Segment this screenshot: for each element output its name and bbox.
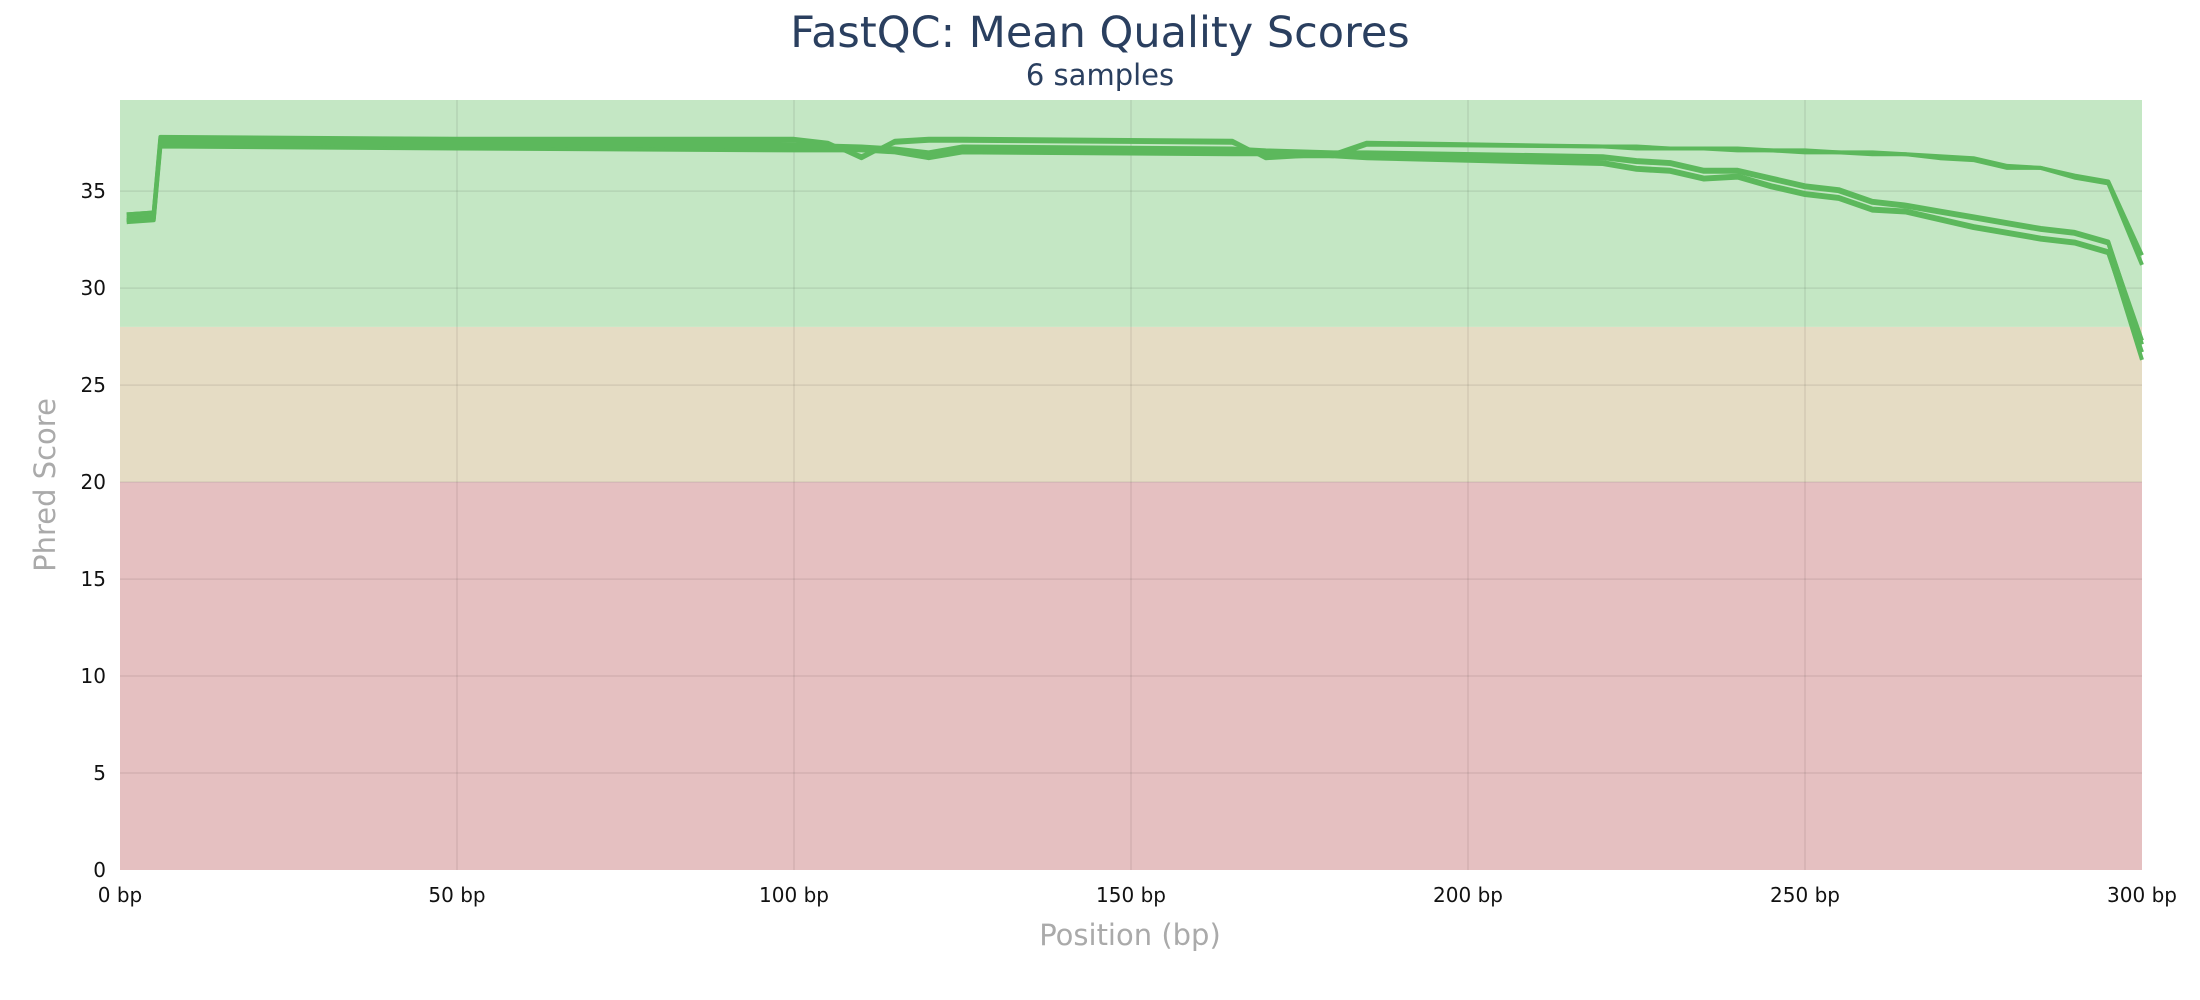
x-tick-label: 300 bp [2107,883,2177,907]
y-tick-label: 35 [81,179,106,203]
quality-band-2 [120,482,2142,870]
y-axis-ticks: 0 5 10 15 20 25 30 35 [81,179,106,882]
y-tick-label: 0 [93,858,106,882]
x-tick-label: 200 bp [1433,883,1503,907]
y-tick-label: 15 [81,567,106,591]
x-tick-label: 0 bp [98,883,142,907]
x-tick-label: 100 bp [759,883,829,907]
y-axis-title: Phred Score [28,398,62,572]
series-lines [126,134,2144,361]
quality-bands [120,100,2142,870]
series-line-6 [126,140,2144,342]
x-tick-label: 250 bp [1770,883,1840,907]
y-tick-label: 30 [81,276,106,300]
chart-title: FastQC: Mean Quality Scores [790,8,1410,58]
x-tick-label: 50 bp [428,883,485,907]
x-tick-label: 150 bp [1096,883,1166,907]
chart-subtitle: 6 samples [1025,58,1175,92]
quality-band-1 [120,326,2142,483]
y-tick-label: 25 [81,373,106,397]
x-axis-title: Position (bp) [1039,918,1221,952]
y-tick-label: 20 [81,470,106,494]
y-tick-label: 5 [93,761,106,785]
x-axis-ticks: 0 bp 50 bp 100 bp 150 bp 200 bp 250 bp 300 bp [98,883,2177,907]
y-tick-label: 10 [81,664,106,688]
